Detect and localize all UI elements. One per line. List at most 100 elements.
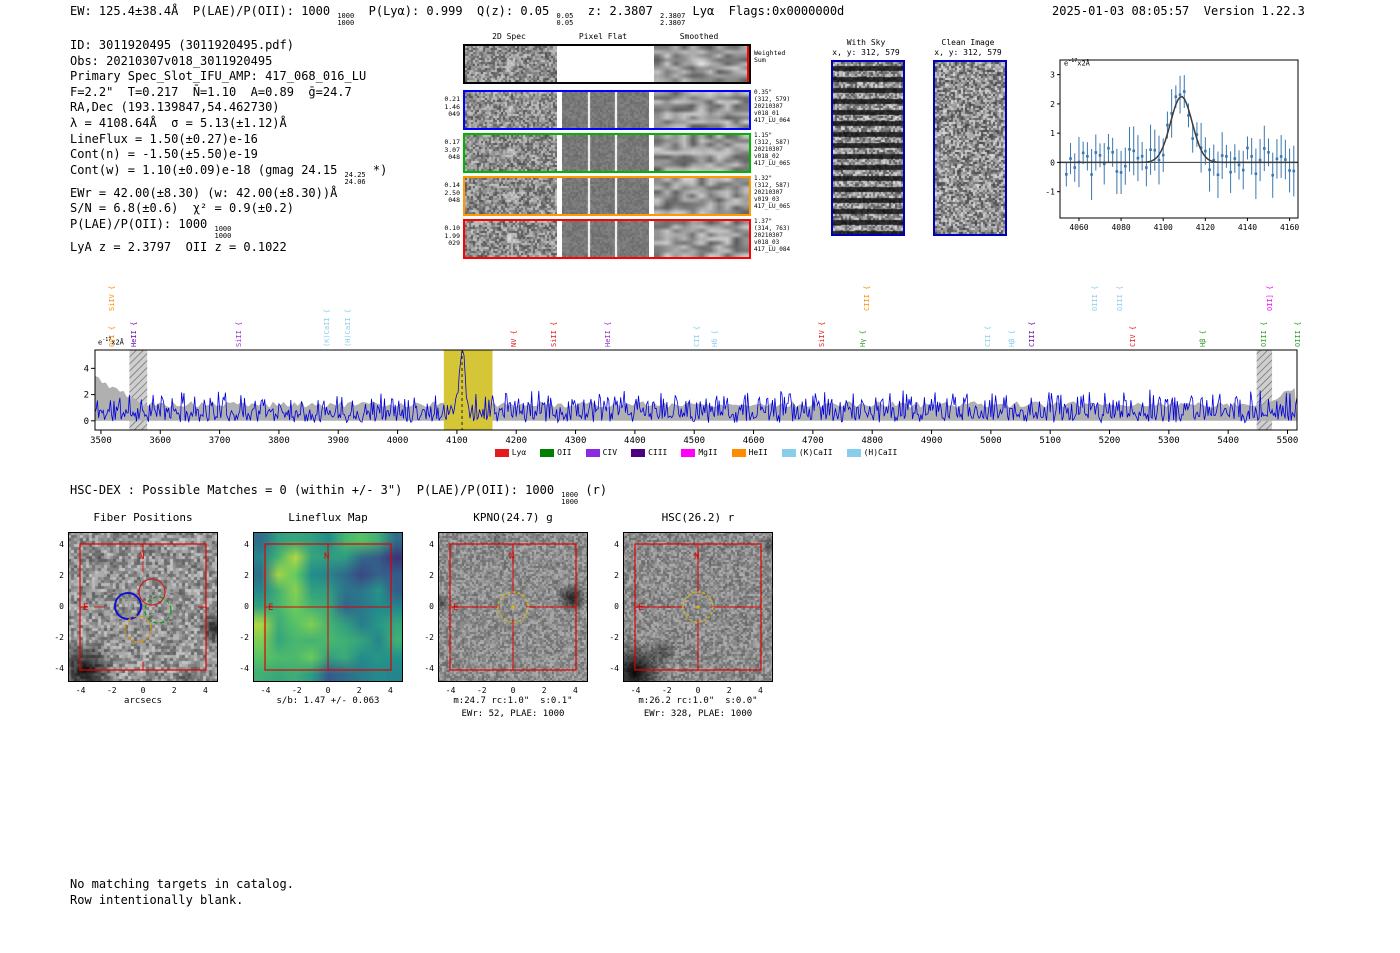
- plot-frame: [94, 349, 1298, 431]
- spec2d-row: [463, 90, 751, 130]
- stacked-fraction: 0.05 0.05: [556, 12, 574, 27]
- legend-item: HeII: [731, 448, 768, 457]
- x-tick-label: 5100: [1039, 436, 1061, 446]
- legend-item: MgII: [681, 448, 718, 457]
- spec2d-smoothed-image: [654, 92, 749, 128]
- spec2d-pixelflat-image: [562, 92, 649, 128]
- hsc-dex-summary: HSC-DEX : Possible Matches = 0 (within +…: [70, 483, 607, 506]
- x-tick-label: -2: [291, 686, 302, 695]
- legend-label: Lyα: [511, 448, 527, 457]
- spec2d-pixelflat-image: [562, 221, 649, 257]
- aperture-center-dot: [511, 605, 515, 609]
- cutout-footer: m:24.7 rc:1.0" s:0.1": [453, 696, 573, 706]
- detection-highlight-band: [443, 350, 493, 430]
- x-tick-label: 3800: [268, 436, 290, 446]
- legend-label: OII: [557, 448, 572, 457]
- line-fit-svg: 4060 4080 4100 4120 4140 4160 -1 0 1 2 3: [1045, 59, 1299, 232]
- info-line: LineFlux = 1.50(±0.27)e-16: [70, 132, 387, 148]
- y-tick-label: 4: [429, 539, 434, 549]
- legend-swatch: [631, 448, 646, 457]
- text-segment: S/N = 6.8(±0.6) χ² = 0.9(±0.2): [70, 201, 294, 216]
- x-tick-label: -2: [476, 686, 487, 695]
- spec2d-col-header: 2D Spec: [492, 32, 526, 41]
- spec2d-pixelflat-image: [562, 135, 649, 171]
- spec2d-2dspec-image: [465, 178, 557, 214]
- legend-swatch: [846, 448, 861, 457]
- weighted-sum-marker-line: [747, 46, 749, 82]
- footer-note: Row intentionally blank.: [70, 893, 244, 907]
- fiber-circle: [114, 613, 146, 645]
- y-tick-label: 0: [614, 602, 619, 611]
- info-line: LyA z = 2.3797 OII z = 0.1022: [70, 240, 387, 256]
- legend-item: OII: [540, 448, 572, 457]
- with-sky-title: With Sky: [846, 38, 886, 47]
- legend-item: (K)CaII: [781, 448, 833, 457]
- legend-swatch: [494, 448, 509, 457]
- x-tick-label: 4080: [1111, 223, 1130, 232]
- panel-frame: [68, 532, 218, 682]
- x-tick-label: 4000: [387, 436, 409, 446]
- spec2d-smoothed-image: [654, 221, 749, 257]
- text-segment: Lyα Flags:0x0000000d: [685, 4, 845, 18]
- text-segment: z: 2.3807: [573, 4, 661, 18]
- x-tick-label: 3700: [209, 436, 231, 446]
- spec2d-row-right-labels: 1.15" (312, 587) 20210307 v018_02 417_LU…: [754, 132, 791, 167]
- spec2d-2dspec-image: [465, 46, 557, 82]
- spec2d-col-header: Pixel Flat: [578, 32, 628, 41]
- x-tick-label: 4800: [861, 436, 883, 446]
- text-segment: Obs: 20210307v018_3011920495: [70, 53, 273, 68]
- y-tick-label: -4: [609, 664, 619, 674]
- info-line: P(LAE)/P(OII): 1000 1000 1000: [70, 217, 387, 240]
- y-tick-label: 4: [59, 539, 64, 549]
- text-segment: P(Lyα): 0.999 Q(z): 0.05: [354, 4, 557, 18]
- emission-line-label: OII] {: [1266, 285, 1275, 311]
- cutout-overlay: NE: [253, 532, 403, 682]
- text-segment: Primary Spec_Slot_IFU_AMP: 417_068_016_L…: [70, 69, 367, 84]
- spec2d-smoothed-image: [654, 178, 749, 214]
- x-tick-label: 0: [140, 686, 146, 695]
- x-tick-label: -4: [445, 686, 456, 695]
- x-tick-label: -2: [661, 686, 672, 695]
- y-tick-label: -4: [239, 664, 249, 674]
- with-sky-coords: x, y: 312, 579: [832, 48, 900, 57]
- cutout-title: Fiber Positions: [93, 511, 193, 524]
- spectrum-legend: Lyα OII CIV CIII MgII HeII (K)CaII (H)CaII: [95, 448, 1297, 457]
- x-tick-label: 4400: [624, 436, 646, 446]
- spec2d-row-right-labels: 0.35" (312, 579) 20210307 v018_01 417_LU…: [754, 89, 791, 124]
- fiber-circle-green: [144, 596, 172, 624]
- spectrum-plot: 3500 3600 3700 3800 3900 4000 4100 4200 4300 4400…: [60, 334, 1320, 464]
- y-tick-label: 2: [59, 570, 64, 580]
- compass-east-label: E: [453, 603, 458, 613]
- clean-image-coords: x, y: 312, 579: [934, 48, 1002, 57]
- x-tick-label: 5500: [1277, 436, 1299, 446]
- stacked-fraction: 1000 1000: [561, 491, 579, 506]
- x-tick-label: 2: [171, 686, 177, 695]
- spectrum-line: [94, 350, 1298, 424]
- spec2d-row-left-labels: 0.17 3.07 048: [444, 138, 460, 161]
- x-tick-label: 4160: [1280, 223, 1299, 232]
- legend-label: CIII: [648, 448, 668, 457]
- x-tick-label: 4700: [802, 436, 824, 446]
- spec2d-2dspec-image: [465, 92, 557, 128]
- info-line: Primary Spec_Slot_IFU_AMP: 417_068_016_L…: [70, 69, 387, 85]
- compass-north-label: N: [509, 552, 514, 562]
- header-summary: EW: 125.4±38.4Å P(LAE)/P(OII): 1000 1000…: [70, 4, 844, 27]
- x-tick-label: 4100: [1154, 223, 1173, 232]
- legend-label: CIV: [602, 448, 618, 457]
- x-tick-label: 0: [510, 686, 516, 695]
- compass-east-label: E: [638, 603, 643, 613]
- spec2d-smoothed-image: [654, 135, 749, 171]
- y-tick-label: 0: [84, 417, 89, 427]
- cutout-footer: EWr: 52, PLAE: 1000: [461, 709, 565, 719]
- cutout-footer: m:26.2 rc:1.0" s:0.0": [638, 696, 758, 706]
- cutout-overlay: NE: [623, 532, 773, 682]
- legend-swatch: [781, 448, 796, 457]
- text-segment: P(LAE)/P(OII): 1000: [70, 216, 215, 231]
- info-line: λ = 4108.64Å σ = 5.13(±1.12)Å: [70, 116, 387, 132]
- y-tick-label: 3: [1050, 71, 1055, 80]
- fiber-circle-orange: [124, 615, 152, 643]
- y-tick-label: -2: [239, 633, 249, 643]
- compass-north-label: N: [324, 552, 329, 562]
- x-tick-label: -2: [106, 686, 117, 695]
- y-tick-label: 2: [429, 570, 434, 580]
